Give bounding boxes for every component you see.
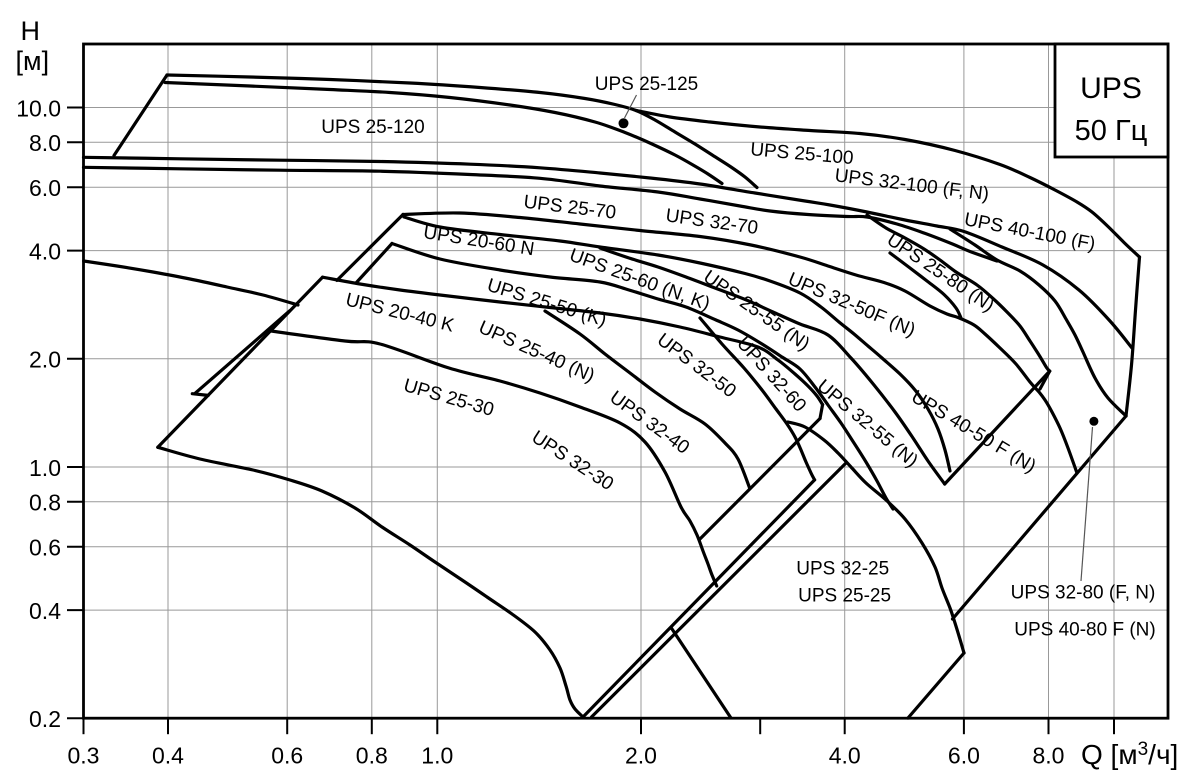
svg-text:1.0: 1.0 [29, 455, 61, 481]
svg-text:UPS 25-125: UPS 25-125 [595, 74, 699, 95]
svg-text:2.0: 2.0 [625, 743, 657, 769]
svg-text:1.0: 1.0 [421, 743, 453, 769]
svg-text:0.8: 0.8 [29, 490, 61, 516]
svg-text:0.4: 0.4 [152, 743, 184, 769]
svg-text:0.8: 0.8 [356, 743, 388, 769]
svg-text:0.4: 0.4 [29, 598, 61, 624]
svg-text:0.3: 0.3 [68, 743, 100, 769]
svg-text:4.0: 4.0 [29, 238, 61, 264]
svg-text:Q [м3/ч]: Q [м3/ч] [1081, 739, 1178, 770]
svg-text:[м]: [м] [16, 46, 50, 76]
svg-text:6.0: 6.0 [948, 743, 980, 769]
svg-text:UPS 40-80 F (N): UPS 40-80 F (N) [1014, 620, 1155, 641]
svg-text:0.2: 0.2 [29, 706, 61, 732]
svg-text:0.6: 0.6 [271, 743, 303, 769]
svg-text:2.0: 2.0 [29, 347, 61, 373]
svg-text:H: H [21, 16, 41, 46]
svg-text:UPS 32-80 (F, N): UPS 32-80 (F, N) [1011, 583, 1156, 604]
svg-text:6.0: 6.0 [29, 175, 61, 201]
svg-text:UPS 25-120: UPS 25-120 [321, 117, 425, 138]
svg-text:4.0: 4.0 [829, 743, 861, 769]
svg-text:50 Гц: 50 Гц [1075, 115, 1148, 147]
svg-text:UPS: UPS [1080, 72, 1142, 105]
svg-text:8.0: 8.0 [29, 130, 61, 156]
svg-text:0.6: 0.6 [29, 535, 61, 561]
svg-text:UPS 32-25: UPS 32-25 [796, 559, 889, 580]
svg-text:10.0: 10.0 [16, 95, 61, 121]
svg-text:8.0: 8.0 [1033, 743, 1065, 769]
svg-text:UPS 25-25: UPS 25-25 [798, 586, 891, 607]
